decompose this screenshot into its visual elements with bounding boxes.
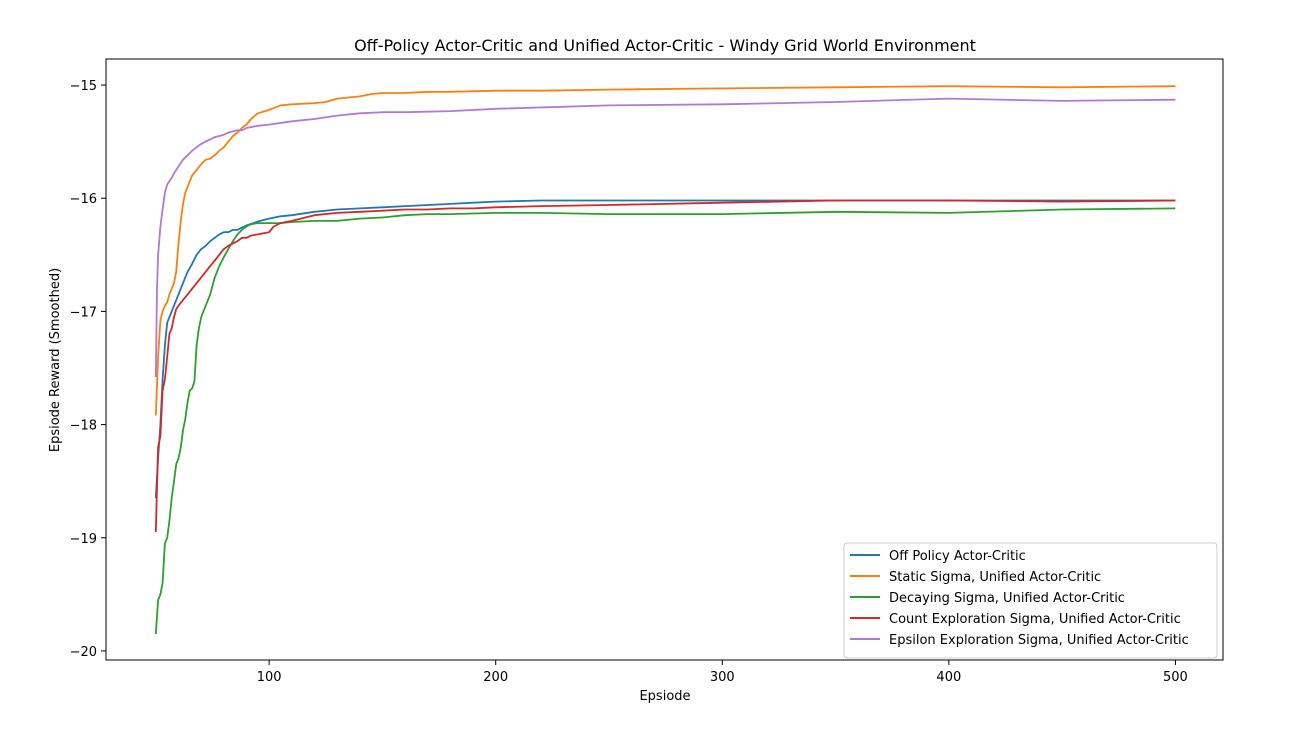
x-tick-label: 200 bbox=[483, 670, 508, 685]
x-tick-label: 400 bbox=[936, 670, 961, 685]
y-tick-label: −15 bbox=[70, 79, 97, 94]
y-axis: −15 −16 −17 −18 −19 −20 bbox=[70, 79, 106, 660]
legend-entry: Count Exploration Sigma, Unified Actor-C… bbox=[889, 612, 1181, 627]
y-axis-label: Epsiode Reward (Smoothed) bbox=[48, 268, 63, 452]
series-line-3 bbox=[154, 207, 1176, 635]
plot-frame bbox=[105, 58, 1224, 661]
legend-entry: Off Policy Actor-Critic bbox=[889, 549, 1026, 564]
legend-entry: Epsilon Exploration Sigma, Unified Actor… bbox=[889, 633, 1189, 648]
series-line-1 bbox=[154, 199, 1176, 499]
x-axis: 100 200 300 400 500 bbox=[257, 660, 1188, 685]
legend-entry: Decaying Sigma, Unified Actor-Critic bbox=[889, 591, 1125, 606]
series-line-2 bbox=[154, 85, 1176, 416]
series-line-4 bbox=[154, 199, 1176, 533]
legend: Off Policy Actor-Critic Static Sigma, Uni… bbox=[843, 542, 1218, 659]
legend-entry: Static Sigma, Unified Actor-Critic bbox=[889, 570, 1101, 585]
x-tick-label: 300 bbox=[710, 670, 735, 685]
series-line-5 bbox=[154, 97, 1176, 378]
x-tick-label: 500 bbox=[1163, 670, 1188, 685]
chart-title: Off-Policy Actor-Critic and Unified Acto… bbox=[354, 36, 976, 55]
series-layer bbox=[154, 85, 1176, 635]
y-tick-label: −20 bbox=[70, 645, 97, 660]
y-tick-label: −17 bbox=[70, 305, 97, 320]
x-tick-label: 100 bbox=[257, 670, 282, 685]
y-tick-label: −18 bbox=[70, 419, 97, 434]
legend-box bbox=[843, 542, 1218, 659]
y-tick-label: −16 bbox=[70, 192, 97, 207]
x-axis-label: Epsiode bbox=[639, 689, 690, 704]
y-tick-label: −19 bbox=[70, 532, 97, 547]
